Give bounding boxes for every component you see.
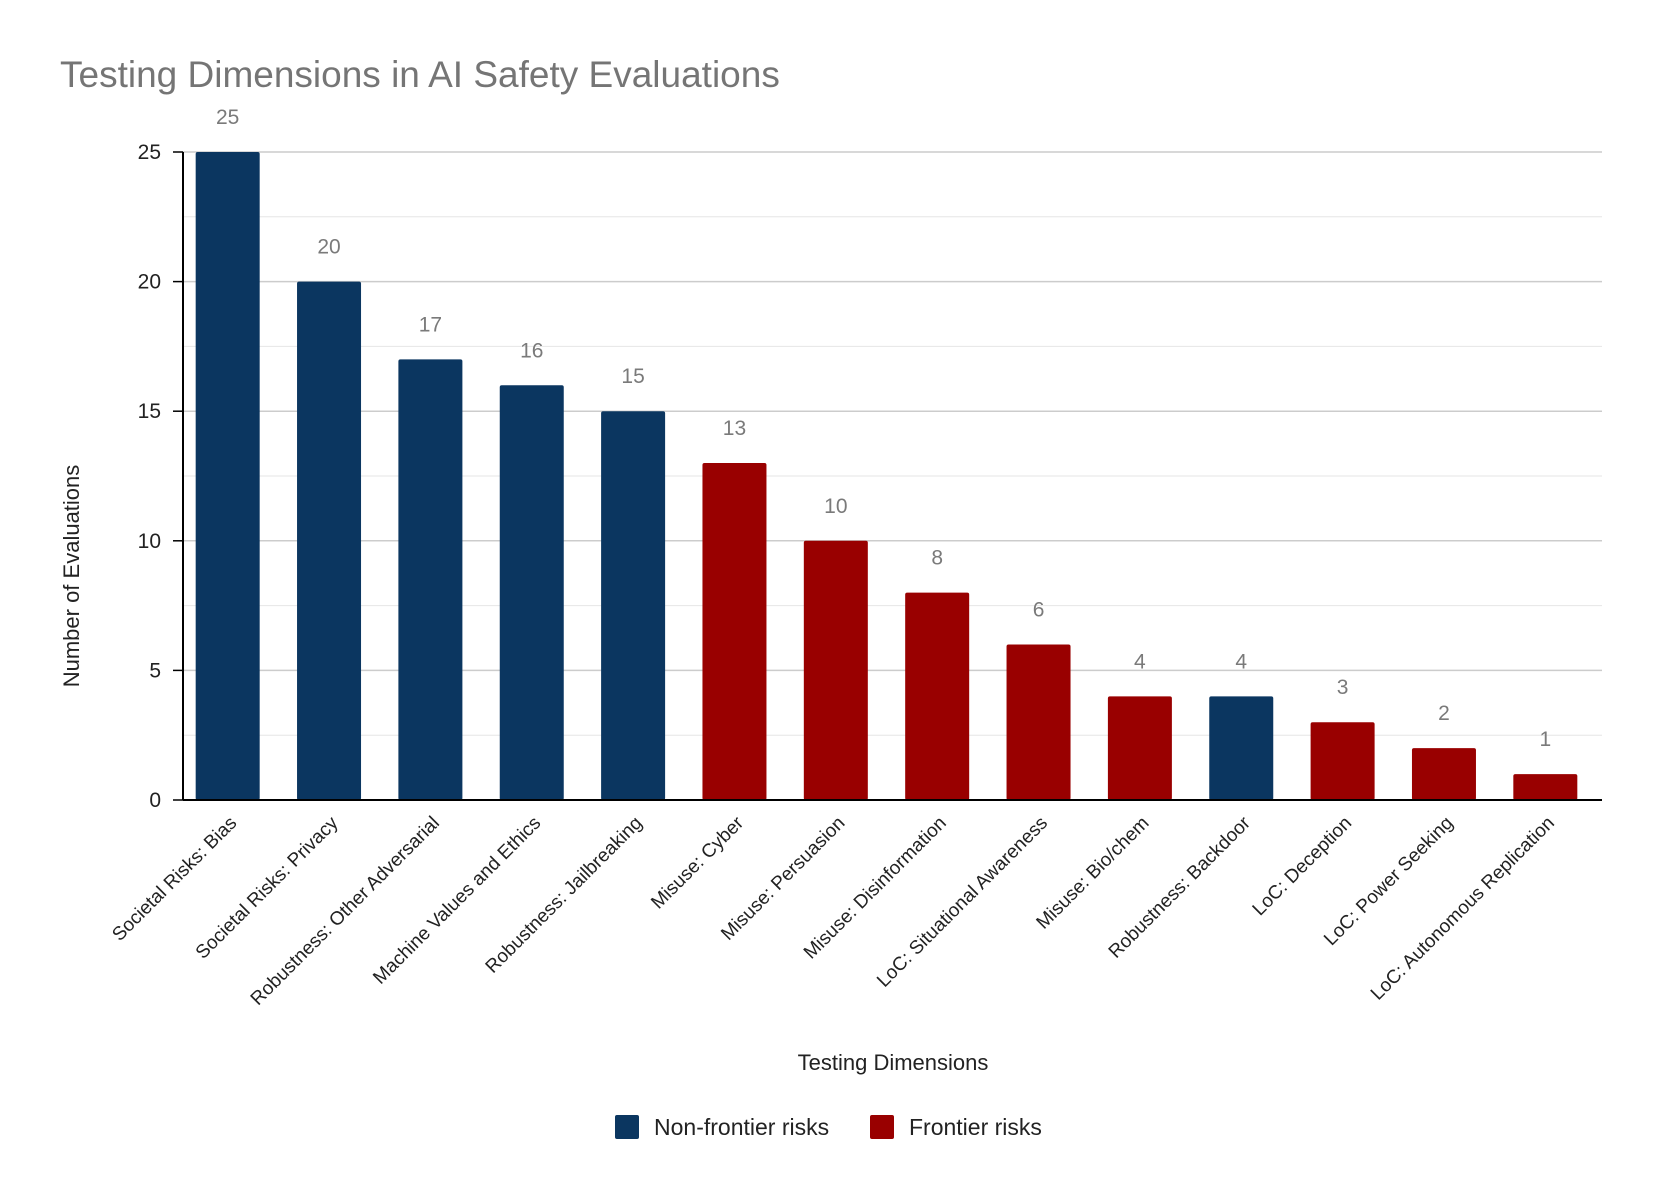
x-tick-label: LoC: Situational Awareness bbox=[873, 813, 1052, 992]
bar bbox=[398, 359, 463, 800]
axes bbox=[182, 152, 1602, 801]
x-tick-label: Misuse: Bio/chem bbox=[1033, 813, 1154, 934]
data-label: 1 bbox=[1539, 728, 1551, 751]
data-label: 4 bbox=[1134, 650, 1146, 673]
bar bbox=[1107, 696, 1172, 800]
legend: Non-frontier risks Frontier risks bbox=[615, 1114, 1042, 1140]
bar bbox=[803, 540, 868, 800]
data-label: 13 bbox=[723, 417, 746, 440]
x-tick-label: Robustness: Other Adversarial bbox=[247, 813, 444, 1010]
y-tick-label: 0 bbox=[149, 789, 161, 812]
y-tick-label: 15 bbox=[138, 400, 161, 423]
legend-swatch bbox=[615, 1115, 639, 1139]
data-labels: 25 20 17 16 15 13 10 8 6 4 4 3 2 1 bbox=[216, 106, 1551, 751]
bar bbox=[601, 411, 666, 800]
y-tick-label: 20 bbox=[138, 271, 161, 294]
x-tick-label: Machine Values and Ethics bbox=[369, 813, 545, 989]
data-label: 16 bbox=[520, 339, 543, 362]
data-label: 25 bbox=[216, 106, 239, 129]
bar bbox=[1006, 644, 1071, 800]
bar bbox=[702, 463, 767, 800]
y-tick-label: 5 bbox=[149, 659, 161, 682]
legend-label: Frontier risks bbox=[909, 1114, 1042, 1140]
bar bbox=[1209, 696, 1274, 800]
data-label: 6 bbox=[1033, 598, 1045, 621]
x-axis-title: Testing Dimensions bbox=[798, 1050, 989, 1075]
y-tick-label: 10 bbox=[138, 530, 161, 553]
chart-title: Testing Dimensions in AI Safety Evaluati… bbox=[60, 54, 780, 95]
x-tick-label: LoC: Autonomous Replication bbox=[1367, 813, 1559, 1005]
data-label: 15 bbox=[621, 365, 644, 388]
bar bbox=[1411, 748, 1476, 800]
x-tick-label: Misuse: Cyber bbox=[647, 812, 748, 913]
data-label: 17 bbox=[419, 313, 442, 336]
data-label: 8 bbox=[931, 547, 943, 570]
data-label: 20 bbox=[317, 236, 340, 259]
bar bbox=[1310, 722, 1375, 800]
bar bbox=[499, 385, 564, 800]
data-label: 3 bbox=[1337, 676, 1349, 699]
data-label: 2 bbox=[1438, 702, 1450, 725]
bars bbox=[195, 152, 1578, 801]
y-tick-labels: 0 5 10 15 20 25 bbox=[138, 141, 183, 812]
bar bbox=[1513, 774, 1578, 800]
x-tick-label: LoC: Deception bbox=[1249, 813, 1356, 920]
bar bbox=[905, 592, 970, 800]
data-label: 10 bbox=[824, 495, 847, 518]
grid-lines bbox=[183, 151, 1602, 736]
legend-swatch bbox=[870, 1115, 894, 1139]
bar bbox=[297, 281, 362, 801]
y-axis-title: Number of Evaluations bbox=[59, 465, 84, 688]
y-tick-label: 25 bbox=[138, 141, 161, 164]
bar bbox=[195, 152, 260, 800]
data-label: 4 bbox=[1235, 650, 1247, 673]
legend-label: Non-frontier risks bbox=[654, 1114, 829, 1140]
